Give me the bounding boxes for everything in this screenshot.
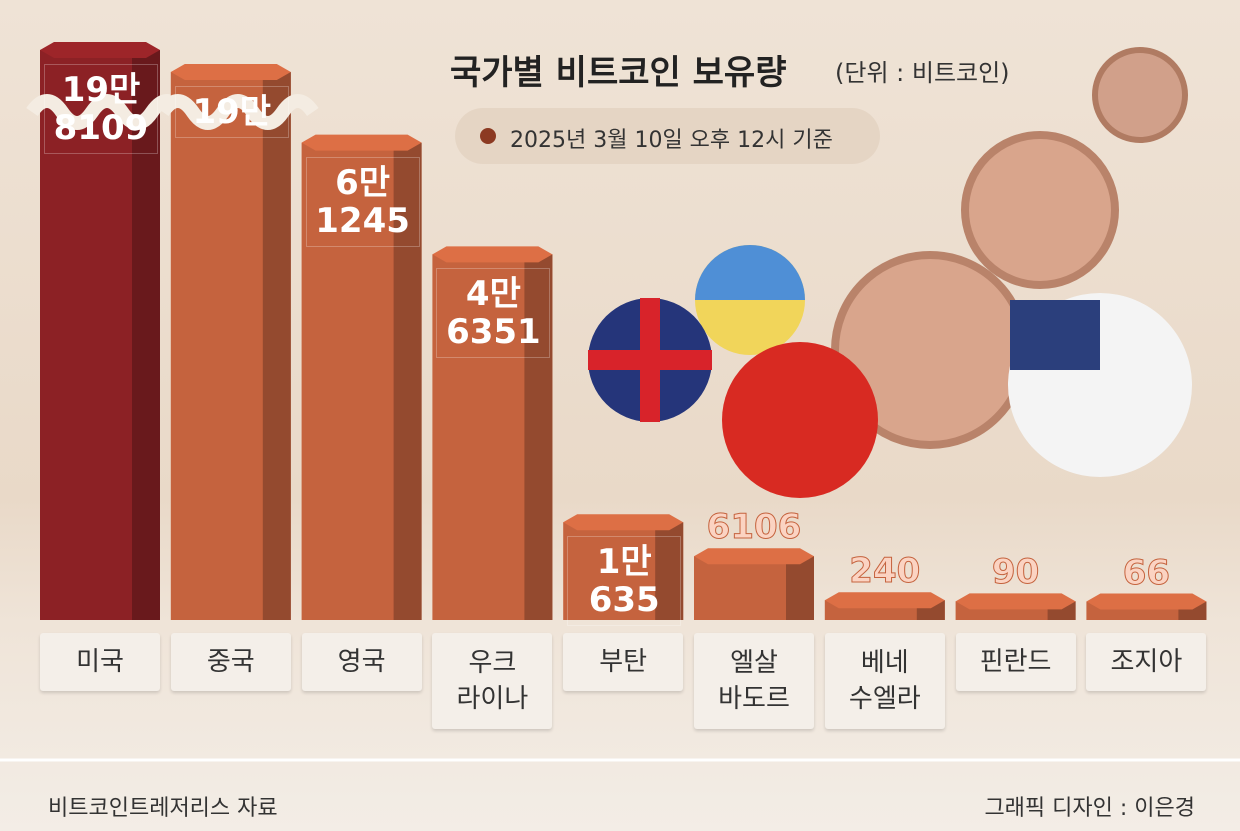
source: 비트코인트레저리스 자료 [48, 796, 278, 821]
chart-title: 국가별 비트코인 보유량 [450, 53, 787, 93]
decoration [588, 47, 1192, 498]
bar-cap [170, 64, 291, 80]
x-tick-label: 영국 [301, 633, 422, 691]
bar-cap [1086, 593, 1207, 610]
bar-shade [786, 556, 814, 620]
x-tick-label: 우크 라이나 [432, 633, 553, 729]
note: 2025년 3월 10일 오후 12시 기준 [510, 128, 833, 153]
x-tick-label: 베네 수엘라 [824, 633, 945, 729]
bar-shade [262, 72, 291, 620]
value-label: 6106 [706, 507, 802, 548]
value-label: 19만 [174, 86, 289, 138]
note-dot [480, 128, 496, 144]
value-label: 19만 8109 [44, 64, 158, 154]
bar-cap [824, 592, 945, 609]
bar-cap [432, 246, 553, 263]
bar-cap [955, 593, 1076, 610]
break-mark [157, 94, 319, 130]
x-tick-label: 중국 [170, 633, 291, 691]
break-mark [26, 94, 188, 130]
x-tick-label: 부탄 [563, 633, 684, 691]
bar-shade [524, 254, 553, 620]
bar-cap [694, 548, 814, 565]
x-tick-label: 미국 [40, 633, 160, 691]
value-label: 66 [1122, 552, 1171, 593]
chart-subtitle: (단위 : 비트코인) [835, 59, 1010, 87]
bar-cap [301, 134, 422, 151]
bar-shade [132, 50, 160, 620]
bar-cap [40, 42, 160, 58]
bar-shade [393, 142, 422, 620]
note-pill [455, 108, 880, 164]
x-tick-label: 핀란드 [955, 633, 1076, 691]
value-label: 4만 6351 [436, 268, 551, 359]
value-label: 90 [991, 552, 1040, 593]
value-label: 1만 635 [567, 536, 682, 627]
bar-shade [655, 522, 684, 620]
x-tick-label: 엘살 바도르 [694, 633, 814, 729]
credit: 그래픽 디자인 : 이은경 [984, 796, 1195, 821]
value-label: 240 [849, 551, 921, 592]
x-tick-label: 조지아 [1086, 633, 1207, 691]
bar-cap [563, 514, 684, 531]
value-label: 6만 1245 [305, 156, 420, 247]
